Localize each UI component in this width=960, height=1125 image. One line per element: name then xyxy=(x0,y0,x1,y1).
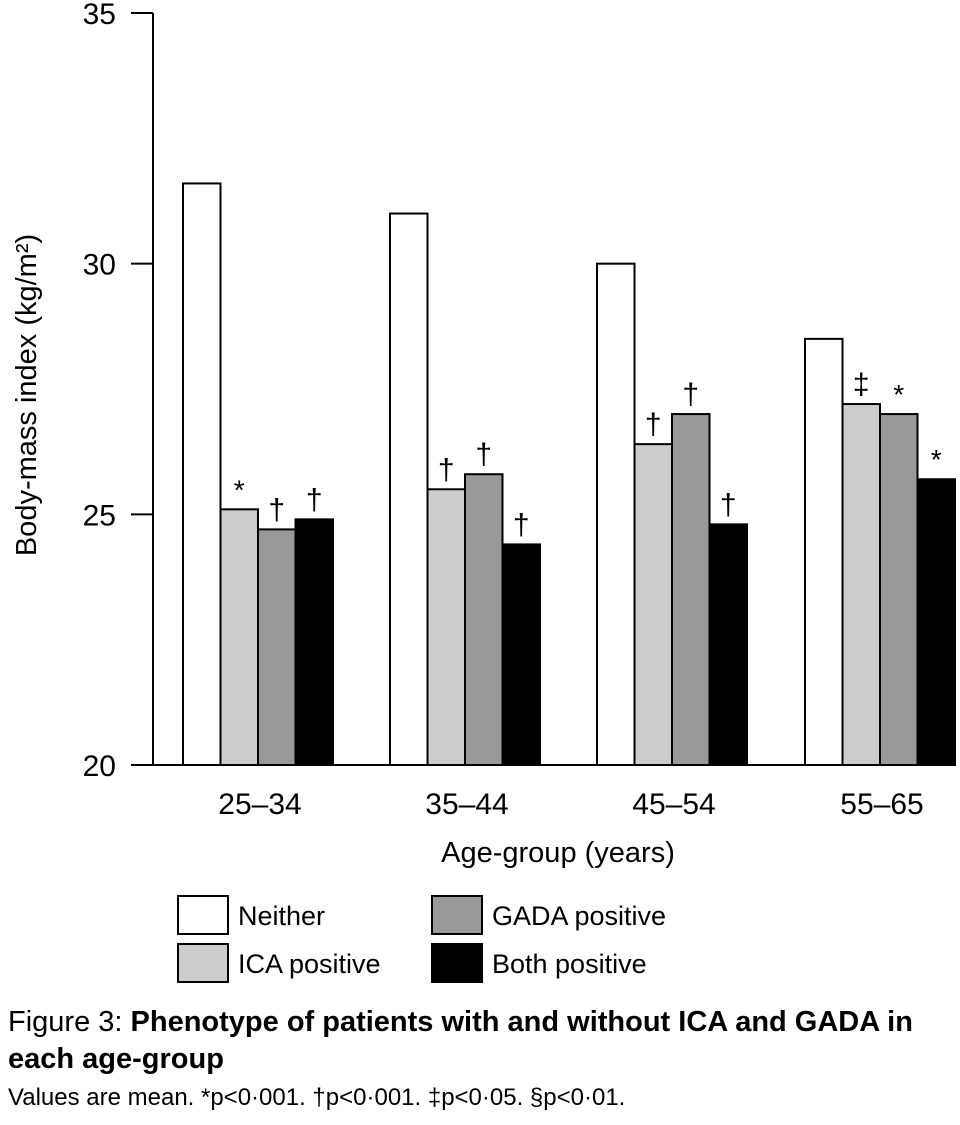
bar xyxy=(182,182,222,767)
bar xyxy=(501,543,541,766)
x-axis-title: Age-group (years) xyxy=(441,837,675,869)
significance-mark: * xyxy=(234,474,245,505)
figure-caption: Figure 3: Phenotype of patients with and… xyxy=(8,1004,953,1114)
legend-label: ICA positive xyxy=(238,949,381,979)
legend-item: ICA positive xyxy=(177,943,381,983)
bar-group: ‡ * * xyxy=(804,337,956,766)
significance-mark: † xyxy=(720,488,737,521)
bar xyxy=(389,212,429,767)
caption-note: Values are mean. *p<0·001. †p<0·001. ‡p<… xyxy=(8,1084,626,1111)
x-tick-label: 35–44 xyxy=(425,788,508,821)
x-tick-label: 25–34 xyxy=(218,788,301,821)
bar-chart: 20 25 30 35 * † † † † † † † † ‡ * * 25–34 35–44 45–54 55–… xyxy=(11,0,956,983)
significance-mark: † xyxy=(645,408,662,441)
legend-item: Neither xyxy=(177,895,325,935)
figure-label: Figure 3: xyxy=(8,1006,123,1038)
bar xyxy=(464,473,504,766)
significance-mark: † xyxy=(682,378,699,411)
legend-swatch xyxy=(177,943,229,983)
bar xyxy=(596,262,636,766)
bar xyxy=(708,523,748,766)
significance-mark: † xyxy=(306,483,323,516)
significance-mark: † xyxy=(475,438,492,471)
significance-mark: * xyxy=(931,444,942,475)
significance-mark: † xyxy=(268,493,285,526)
bar xyxy=(804,337,844,766)
significance-mark: ‡ xyxy=(853,368,870,401)
y-tick-label: 35 xyxy=(83,0,116,31)
figure-title: Phenotype of patients with and without I… xyxy=(8,1006,913,1075)
legend-label: Both positive xyxy=(492,949,647,979)
significance-mark: † xyxy=(438,453,455,486)
x-tick-labels: 25–34 35–44 45–54 55–65 xyxy=(218,788,923,821)
bar-group: * † † xyxy=(182,182,334,767)
legend-swatch xyxy=(431,943,483,983)
legend-item: Both positive xyxy=(431,943,647,983)
y-tick-label: 30 xyxy=(83,249,116,282)
bar-groups: * † † † † † † † † ‡ * * xyxy=(182,182,956,767)
bar xyxy=(633,443,673,766)
legend-item: GADA positive xyxy=(431,895,666,935)
legend-swatch xyxy=(177,895,229,935)
bar xyxy=(671,413,711,766)
bar xyxy=(841,403,881,766)
caption-heading: Figure 3: Phenotype of patients with and… xyxy=(8,1004,953,1078)
bar xyxy=(916,478,956,766)
bar xyxy=(219,508,259,766)
y-tick-label: 20 xyxy=(83,750,116,783)
y-axis-title: Body-mass index (kg/m²) xyxy=(11,234,43,556)
bar xyxy=(426,488,466,766)
significance-mark: † xyxy=(513,508,530,541)
bar xyxy=(294,518,334,767)
x-tick-label: 55–65 xyxy=(840,788,923,821)
bar xyxy=(257,528,297,767)
bar-group: † † † xyxy=(596,262,748,766)
legend-label: Neither xyxy=(238,901,325,931)
bar-group: † † † xyxy=(389,212,541,767)
significance-mark: * xyxy=(893,379,904,410)
chart-legend: Neither ICA positive GADA positive Both pos… xyxy=(177,895,666,983)
x-tick-label: 45–54 xyxy=(632,788,715,821)
legend-label: GADA positive xyxy=(492,901,666,931)
legend-swatch xyxy=(431,895,483,935)
bar xyxy=(879,413,919,766)
y-tick-label: 25 xyxy=(83,499,116,532)
